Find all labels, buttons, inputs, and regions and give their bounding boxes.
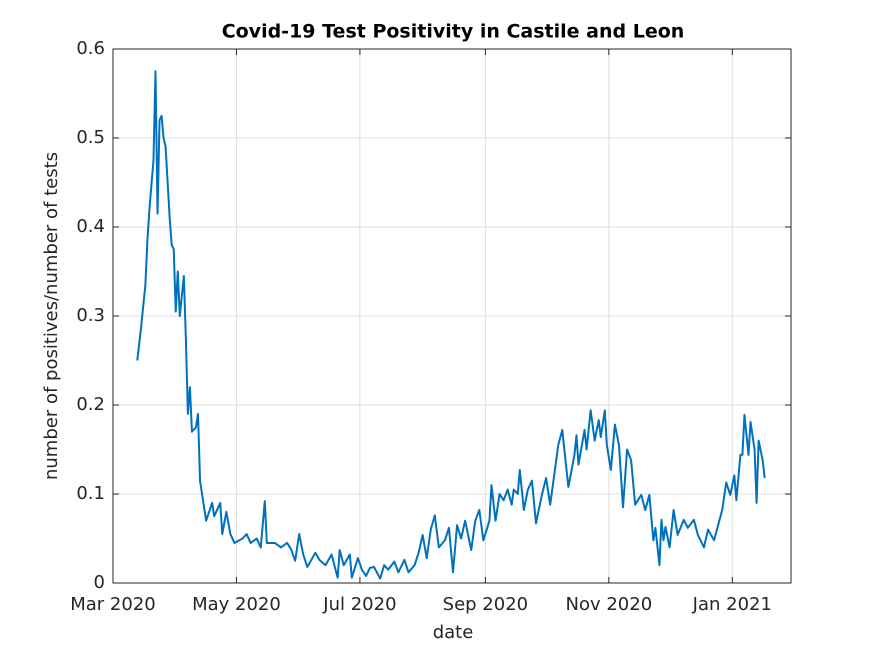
x-tick-label: Jul 2020 bbox=[322, 594, 396, 615]
y-tick-label: 0.4 bbox=[76, 216, 105, 237]
x-tick-label: Mar 2020 bbox=[70, 594, 156, 615]
y-tick-label: 0.5 bbox=[76, 127, 105, 148]
x-tick-label: Jan 2021 bbox=[692, 594, 772, 615]
x-axis-label: date bbox=[433, 622, 474, 643]
y-tick-label: 0.1 bbox=[76, 483, 105, 504]
y-tick-label: 0.3 bbox=[76, 305, 105, 326]
data-line bbox=[136, 70, 766, 580]
y-tick-label: 0.2 bbox=[76, 394, 105, 415]
x-tick-label: May 2020 bbox=[192, 594, 281, 615]
x-tick-label: Nov 2020 bbox=[566, 594, 653, 615]
y-tick-label: 0.6 bbox=[76, 38, 105, 59]
chart-title: Covid-19 Test Positivity in Castile and … bbox=[222, 21, 685, 43]
x-tick-label: Sep 2020 bbox=[443, 594, 528, 615]
grid bbox=[112, 48, 791, 584]
y-axis-label: number of positives/number of tests bbox=[41, 152, 62, 480]
y-tick-label: 0 bbox=[94, 572, 105, 593]
plot-area bbox=[136, 70, 766, 580]
